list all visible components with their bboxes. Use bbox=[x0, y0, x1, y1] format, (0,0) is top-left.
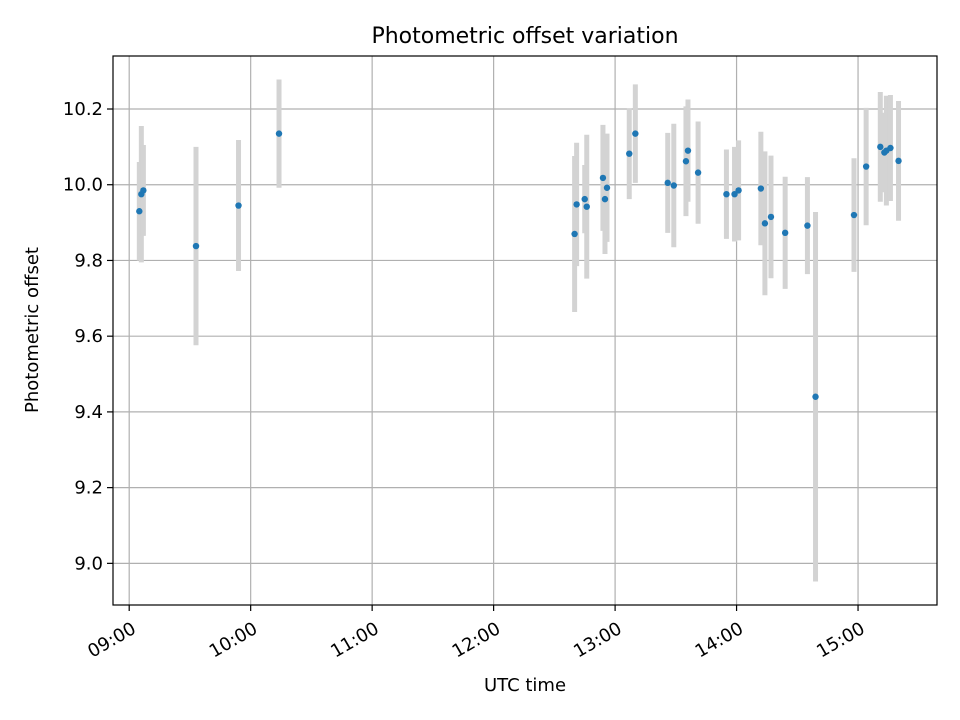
x-axis: 09:00 10:00 11:00 12:00 13:00 14:00 15:00 bbox=[84, 605, 869, 662]
data-point bbox=[682, 158, 690, 165]
x-tick-label: 13:00 bbox=[570, 618, 625, 662]
data-point bbox=[761, 220, 769, 227]
data-point bbox=[767, 213, 775, 221]
y-tick-label: 9.0 bbox=[74, 553, 103, 574]
data-point bbox=[812, 393, 819, 400]
data-points bbox=[136, 130, 902, 400]
data-point bbox=[235, 202, 242, 209]
y-tick-label: 9.4 bbox=[74, 402, 103, 423]
data-point bbox=[275, 130, 283, 137]
data-point bbox=[731, 190, 738, 198]
data-point bbox=[601, 195, 609, 203]
data-point bbox=[877, 143, 884, 151]
y-axis: 9.0 9.2 9.4 9.6 9.8 10.0 10.2 bbox=[63, 99, 113, 574]
grid bbox=[113, 56, 937, 605]
data-point bbox=[862, 163, 870, 170]
data-point bbox=[850, 211, 858, 219]
y-tick-label: 9.2 bbox=[74, 478, 103, 499]
data-point bbox=[781, 229, 789, 237]
data-point bbox=[626, 150, 633, 157]
data-point bbox=[192, 242, 200, 250]
x-tick-label: 09:00 bbox=[84, 618, 139, 662]
data-point bbox=[583, 203, 590, 210]
x-tick-label: 11:00 bbox=[327, 618, 382, 662]
data-point bbox=[887, 144, 894, 152]
data-point bbox=[581, 195, 588, 203]
data-point bbox=[599, 174, 607, 182]
data-point bbox=[571, 230, 578, 238]
x-tick-label: 12:00 bbox=[449, 618, 504, 662]
data-point bbox=[694, 169, 702, 176]
data-point bbox=[684, 147, 692, 154]
data-point bbox=[632, 130, 639, 137]
data-point bbox=[664, 179, 671, 187]
data-point bbox=[735, 187, 742, 194]
x-axis-label: UTC time bbox=[484, 675, 566, 696]
x-tick-label: 14:00 bbox=[692, 618, 747, 662]
x-tick-label: 10:00 bbox=[206, 618, 261, 662]
x-tick-label: 15:00 bbox=[813, 618, 868, 662]
data-point bbox=[136, 208, 143, 215]
data-point bbox=[603, 184, 611, 191]
data-point bbox=[670, 182, 678, 189]
y-tick-label: 10.0 bbox=[63, 175, 103, 196]
chart-title: Photometric offset variation bbox=[371, 24, 678, 49]
data-point bbox=[804, 222, 811, 229]
data-point bbox=[573, 201, 580, 208]
data-point bbox=[140, 187, 147, 194]
y-tick-label: 9.6 bbox=[74, 326, 103, 347]
data-point bbox=[895, 157, 902, 165]
error-bars bbox=[136, 79, 902, 582]
y-tick-label: 10.2 bbox=[63, 99, 103, 120]
plot-frame bbox=[112, 55, 938, 606]
y-axis-label: Photometric offset bbox=[22, 247, 43, 413]
data-point bbox=[757, 185, 765, 192]
y-tick-label: 9.8 bbox=[74, 250, 103, 271]
data-point bbox=[723, 190, 730, 198]
